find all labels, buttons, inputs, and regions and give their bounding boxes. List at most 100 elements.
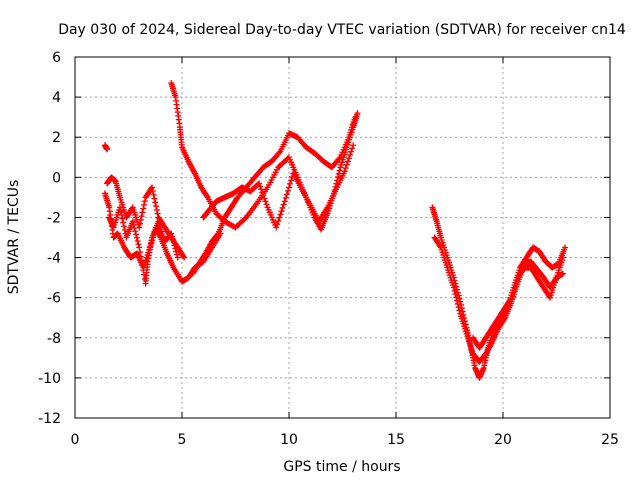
data-point	[507, 295, 514, 302]
data-point	[344, 158, 351, 165]
data-point	[131, 224, 138, 231]
data-point	[256, 180, 263, 187]
data-point	[137, 216, 144, 223]
data-point	[136, 244, 143, 251]
data-point	[562, 244, 569, 251]
data-point	[134, 238, 141, 245]
data-point	[437, 243, 444, 250]
y-tick-label: 6	[52, 50, 61, 66]
y-tick-label: -2	[47, 210, 61, 226]
data-point	[133, 234, 140, 241]
data-point	[149, 188, 156, 195]
data-point	[173, 251, 180, 258]
data-point	[455, 304, 462, 311]
data-point	[559, 270, 566, 277]
x-axis-label: GPS time / hours	[283, 459, 400, 475]
data-point	[259, 189, 266, 196]
data-series	[168, 80, 361, 233]
data-point	[284, 187, 291, 194]
x-tick-label: 20	[494, 432, 512, 448]
y-tick-label: 0	[52, 170, 61, 186]
data-point	[130, 221, 137, 228]
data-point	[282, 194, 289, 201]
data-point	[336, 155, 343, 162]
data-point	[334, 174, 341, 181]
data-point	[280, 201, 287, 208]
plot-frame	[74, 56, 611, 419]
data-point	[150, 191, 157, 198]
x-tick-label: 0	[71, 432, 80, 448]
data-series	[431, 234, 566, 365]
data-point	[453, 294, 460, 301]
y-tick-label: -12	[38, 411, 61, 427]
data-point	[120, 223, 127, 230]
data-point	[341, 168, 348, 175]
data-point	[138, 258, 145, 265]
data-point	[279, 204, 286, 211]
data-point	[104, 146, 111, 153]
data-point	[352, 114, 359, 121]
data-point	[203, 193, 210, 200]
data-point	[132, 228, 139, 235]
data-point	[345, 155, 352, 162]
data-point	[278, 208, 285, 215]
data-point	[180, 253, 187, 260]
data-point	[258, 186, 265, 193]
data-point	[349, 145, 356, 152]
data-point	[450, 284, 457, 291]
data-point	[454, 300, 461, 307]
data-point	[501, 315, 508, 322]
data-point	[346, 152, 353, 159]
data-point	[559, 254, 566, 261]
data-point	[138, 213, 145, 220]
data-point	[283, 191, 290, 198]
data-point	[262, 198, 269, 205]
data-point	[169, 236, 176, 243]
data-series	[106, 204, 181, 287]
data-series	[101, 142, 111, 153]
data-point	[288, 177, 295, 184]
data-point	[453, 297, 460, 304]
data-point	[169, 233, 176, 240]
data-point	[181, 254, 188, 261]
data-point	[151, 195, 158, 202]
data-point	[140, 205, 147, 212]
axis-ticks: 0 5 10 15 20 25 -12 -10 -8 -6 -4 -2 0 2 4 6	[38, 50, 619, 448]
data-point	[263, 201, 270, 208]
data-point	[119, 215, 126, 222]
data-point	[152, 199, 159, 206]
data-point	[141, 201, 148, 208]
data-point	[214, 231, 221, 238]
data-point	[168, 230, 175, 237]
data-point	[274, 221, 281, 228]
data-point	[350, 142, 357, 149]
data-point	[139, 262, 146, 269]
x-tick-label: 25	[601, 432, 619, 448]
y-tick-label: -4	[47, 251, 61, 267]
data-point	[281, 198, 288, 205]
data-point	[336, 167, 343, 174]
data-point	[171, 242, 178, 249]
data-point	[273, 224, 280, 231]
grid-lines	[75, 57, 610, 418]
data-point	[452, 291, 459, 298]
y-tick-label: 4	[52, 90, 61, 106]
data-point	[174, 254, 181, 261]
data-point	[170, 239, 177, 246]
chart-title: Day 030 of 2024, Sidereal Day-to-day VTE…	[58, 22, 626, 38]
y-tick-label: 2	[52, 130, 61, 146]
data-point	[137, 249, 144, 256]
data-point	[261, 195, 268, 202]
data-point	[456, 307, 463, 314]
data-point	[153, 206, 160, 213]
data-series	[470, 254, 566, 351]
data-series	[189, 114, 359, 277]
data-point	[141, 198, 148, 205]
data-point	[120, 219, 127, 226]
y-tick-label: -6	[47, 291, 61, 307]
data-point	[173, 248, 180, 255]
data-point	[354, 110, 361, 117]
data-point	[257, 183, 264, 190]
data-point	[260, 192, 267, 199]
data-point	[135, 241, 142, 248]
